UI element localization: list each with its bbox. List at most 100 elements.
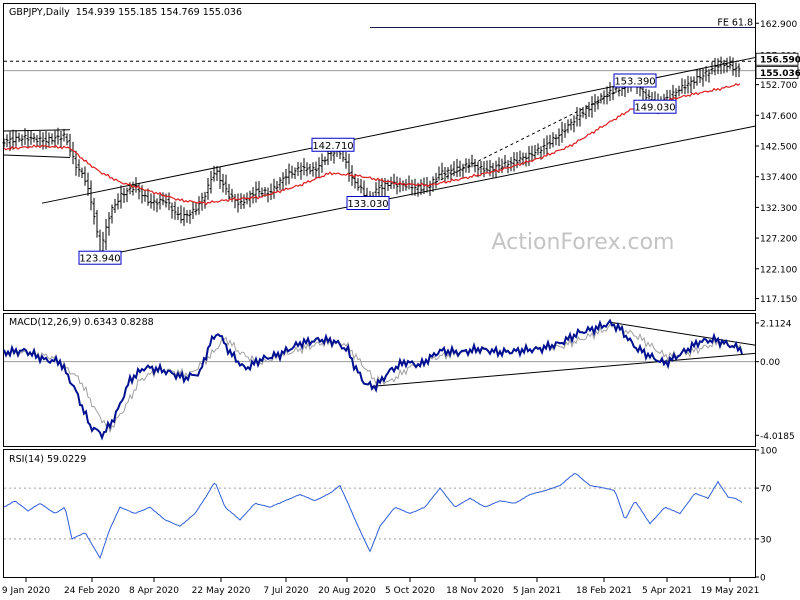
x-tick-label: 5 Jan 2021 [513, 586, 561, 596]
ohlc-bar [317, 157, 321, 178]
ohlc-bar [527, 146, 531, 167]
ohlc-bar [257, 181, 261, 197]
price-tag-box [755, 66, 799, 79]
ohlc-bar [50, 133, 54, 145]
ohlc-bar [446, 167, 450, 180]
ohlc-bar [146, 188, 150, 206]
ohlc-bar [728, 56, 732, 70]
ohlc-bar [443, 167, 447, 183]
ohlc-bar [254, 181, 258, 203]
price-tag-text: 156.590 [760, 56, 800, 66]
ohlc-bar [542, 138, 546, 155]
annotation-box [78, 250, 122, 265]
ohlc-bar [119, 185, 123, 209]
ohlc-bar [557, 128, 561, 147]
ohlc-bar [467, 158, 471, 173]
ohlc-bar [515, 152, 519, 169]
ohlc-bar [374, 182, 378, 197]
ohlc-bar [686, 75, 690, 94]
ohlc-bar [47, 132, 51, 148]
price-panel: FE 61.8 123.940 142.710 133.030 153.390 149.… [2, 17, 756, 265]
ohlc-bar [275, 180, 279, 192]
ohlc-bar [161, 192, 165, 206]
ohlc-bar [323, 156, 327, 165]
ohlc-bar [242, 194, 246, 209]
ohlc-bar [548, 134, 552, 150]
ohlc-bar [563, 123, 567, 138]
ohlc-bar [581, 106, 585, 118]
ohlc-bar [437, 166, 441, 181]
macd-y-tick-label: -4.0185 [760, 432, 795, 442]
ohlc-bar [104, 218, 108, 250]
ohlc-bar [89, 180, 93, 211]
ohlc-bar [710, 61, 714, 75]
ohlc-bar [509, 156, 513, 172]
x-tick-label: 18 Feb 2021 [576, 586, 632, 596]
ohlc-bar [518, 150, 522, 164]
ohlc-bar [503, 155, 507, 168]
ohlc-bar [524, 152, 528, 167]
ohlc-bar [308, 164, 312, 175]
ohlc-bar [23, 128, 27, 145]
ohlc-bar [722, 59, 726, 74]
ohlc-bar [491, 162, 495, 178]
ohlc-bar [53, 130, 57, 148]
ohlc-bar [152, 194, 156, 211]
rsi-y-tick-label: 0 [760, 574, 766, 584]
ohlc-bar [695, 69, 699, 86]
price-trendline-4 [3, 154, 71, 158]
ohlc-bar [611, 86, 615, 101]
ohlc-bar [164, 193, 168, 208]
ohlc-bar [107, 212, 111, 236]
ohlc-bar [320, 153, 324, 173]
ohlc-bar [221, 173, 225, 193]
ohlc-bar [512, 152, 516, 172]
ohlc-bar [647, 89, 651, 100]
ohlc-bar [5, 134, 9, 148]
ohlc-bar [485, 160, 489, 174]
ohlc-bar [284, 169, 288, 186]
ohlc-bar [593, 94, 597, 112]
rsi-y-tick-label: 30 [760, 535, 772, 545]
ohlc-bar [74, 150, 78, 176]
ohlc-bar [11, 129, 15, 150]
ohlc-bar [14, 130, 18, 148]
ohlc-bar [554, 134, 558, 146]
ohlc-bar [698, 68, 702, 83]
x-tick-label: 8 Apr 2020 [129, 586, 179, 596]
ohlc-bar [359, 178, 363, 194]
ohlc-bar [389, 176, 393, 189]
ohlc-bar [29, 130, 33, 145]
ohlc-bar [299, 162, 303, 180]
ohlc-bar [95, 210, 99, 238]
ohlc-bar [545, 135, 549, 157]
ohlc-bar [296, 162, 300, 176]
ohlc-bar [290, 165, 294, 179]
ohlc-bar [179, 205, 183, 224]
rsi-line [3, 473, 743, 560]
ohlc-bar [380, 177, 384, 197]
ohlc-bar [569, 118, 573, 131]
ohlc-bar [473, 158, 477, 173]
ohlc-bar [251, 187, 255, 204]
ohlc-bar [470, 154, 474, 168]
ohlc-bar [572, 115, 576, 133]
price-y-tick-label: 152.700 [760, 81, 797, 91]
ohlc-bar [707, 69, 711, 83]
annotation-text: 133.030 [347, 199, 388, 210]
annotation-text: 123.940 [79, 254, 120, 265]
ohlc-bar [461, 163, 465, 179]
x-tick-label: 5 Apr 2021 [642, 586, 692, 596]
ohlc-bar [305, 162, 309, 177]
ohlc-bar [176, 206, 180, 220]
ohlc-bar [311, 162, 315, 177]
x-tick-label: 20 Aug 2020 [318, 586, 376, 596]
ohlc-bar [149, 193, 153, 209]
ohlc-bar [479, 161, 483, 176]
ohlc-bar [716, 58, 720, 74]
price-dashed-trendline [429, 82, 636, 186]
ohlc-bar [449, 164, 453, 180]
macd-y-tick-label: 0.00 [760, 358, 780, 368]
annotation-153.390: 153.390 [613, 73, 657, 88]
ohlc-bar [566, 119, 570, 134]
